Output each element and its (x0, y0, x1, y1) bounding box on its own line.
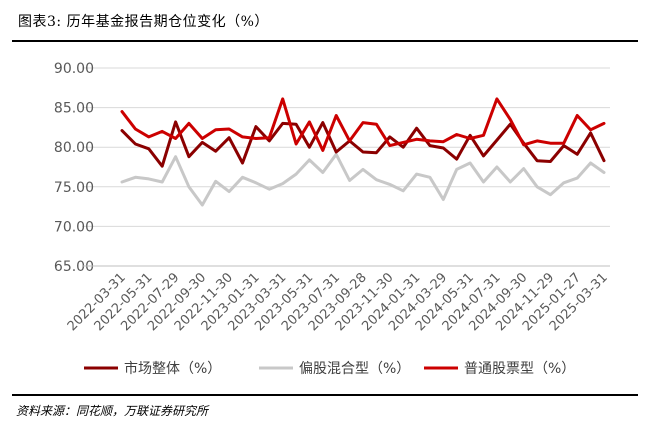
source-rule (12, 394, 638, 396)
title-rule (12, 40, 638, 42)
series-line-2 (120, 97, 606, 152)
line-chart: 90.0085.0080.0075.0070.0065.002022-03-31… (54, 61, 611, 377)
y-tick-label: 80.00 (54, 140, 94, 156)
y-tick-label: 90.00 (54, 61, 94, 77)
y-tick-label: 65.00 (54, 259, 94, 275)
legend-label-2: 普通股票型（%） (464, 361, 575, 377)
series-line-1 (120, 152, 606, 207)
legend-label-1: 偏股混合型（%） (299, 361, 410, 377)
figure-title-bar: 图表3: 历年基金报告期仓位变化（%） (12, 4, 638, 34)
legend-label-0: 市场整体（%） (124, 360, 221, 377)
y-tick-label: 85.00 (54, 101, 94, 117)
figure-source: 资料来源：同花顺，万联证券研究所 (16, 404, 209, 418)
figure-title: 图表3: 历年基金报告期仓位变化（%） (18, 14, 269, 30)
y-tick-label: 75.00 (54, 180, 94, 196)
y-tick-label: 70.00 (54, 219, 94, 235)
